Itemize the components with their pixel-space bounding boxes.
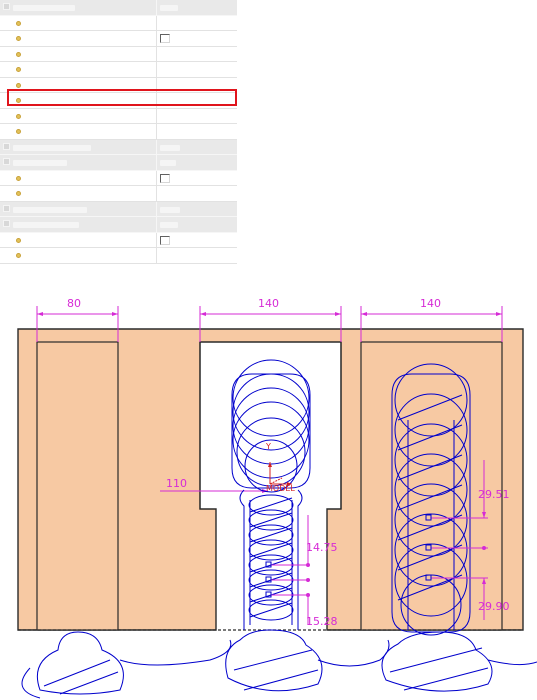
dimension-slot-1-label: 80 [67,297,81,310]
property-section-header[interactable] [0,201,237,217]
pitch-label-2951: 29.51 [478,488,510,501]
property-checkbox[interactable] [160,173,170,183]
slot-3-pocket [360,341,503,631]
section-expand-icon[interactable] [3,3,10,10]
property-bullet-icon [16,191,21,196]
property-row[interactable] [0,62,237,78]
dimension-slot-3-label: 140 [420,297,441,310]
highlight-annotation [7,89,237,106]
column-divider [156,170,157,185]
section-expand-icon[interactable] [3,204,10,212]
section-value [160,144,180,151]
pitch-label-1528: 15.28 [306,615,338,628]
property-section-header[interactable] [0,139,237,155]
property-row[interactable] [0,46,237,62]
column-divider [156,77,157,92]
pitch-markers-slot-2 [265,515,310,625]
property-section-header[interactable] [0,0,237,16]
dimension-horizontal-label: 110 [166,477,187,490]
property-bullet-icon [16,175,21,181]
property-row[interactable] [0,124,237,140]
property-bullet-icon [16,82,21,88]
property-bullet-icon [16,113,21,119]
section-value [160,160,176,166]
property-row[interactable] [0,186,237,202]
column-divider [156,155,157,170]
section-label [13,144,91,151]
pitch-markers-slot-3 [425,460,488,620]
property-row[interactable] [0,93,237,109]
property-bullet-icon [16,129,21,134]
column-divider [156,62,157,77]
property-row[interactable] [0,170,237,186]
property-bullet-icon [16,237,21,243]
section-expand-icon[interactable] [3,158,10,165]
column-divider [156,201,157,216]
column-divider [156,186,157,201]
section-label [13,160,67,166]
property-row[interactable] [0,77,237,93]
property-bullet-icon [16,67,21,72]
csys-y-label: Y [265,442,271,451]
section-value [160,222,178,228]
property-row[interactable] [0,31,237,47]
dimension-slot-1 [36,306,119,342]
toolpath-lower-loops [21,629,537,699]
column-divider [156,248,157,263]
property-bullet-icon [16,98,21,103]
dimension-slot-2-label: 140 [258,297,279,310]
column-divider [156,15,157,30]
section-value [160,206,180,213]
property-section-header[interactable] [0,217,237,233]
property-section-header[interactable] [0,155,237,171]
column-divider [156,217,157,232]
section-expand-icon[interactable] [3,220,10,227]
property-checkbox[interactable] [160,34,170,43]
property-checkbox[interactable] [160,235,170,245]
cad-toolpath-viewport[interactable]: 80 140 140 110 [0,286,537,700]
csys-model-label: MODEL [266,484,295,493]
property-bullet-icon [16,20,21,26]
section-label [13,5,75,11]
toolpath-slot-3 [391,363,471,636]
pitch-label-1475: 14.75 [306,541,338,554]
property-row[interactable] [0,248,237,264]
pitch-label-2990: 29.90 [478,600,510,613]
property-row[interactable] [0,15,237,31]
dimension-slot-2 [199,306,342,342]
property-bullet-icon [16,36,21,41]
property-row[interactable] [0,232,237,248]
toolpath-slot-2 [231,359,311,630]
slot-1-pocket [36,341,119,631]
column-divider [156,232,157,247]
property-row[interactable] [0,108,237,124]
column-divider [156,46,157,61]
section-value [160,5,178,11]
model-csys [268,462,292,486]
section-expand-icon[interactable] [3,142,10,150]
column-divider [156,139,157,154]
column-divider [156,31,157,46]
column-divider [156,93,157,108]
property-bullet-icon [16,253,21,258]
dimension-slot-3 [360,306,503,342]
column-divider [156,108,157,123]
property-table [0,0,237,264]
section-label [13,222,79,228]
property-bullet-icon [16,51,21,57]
column-divider [156,0,157,15]
column-divider [156,124,157,139]
section-label [13,206,87,213]
